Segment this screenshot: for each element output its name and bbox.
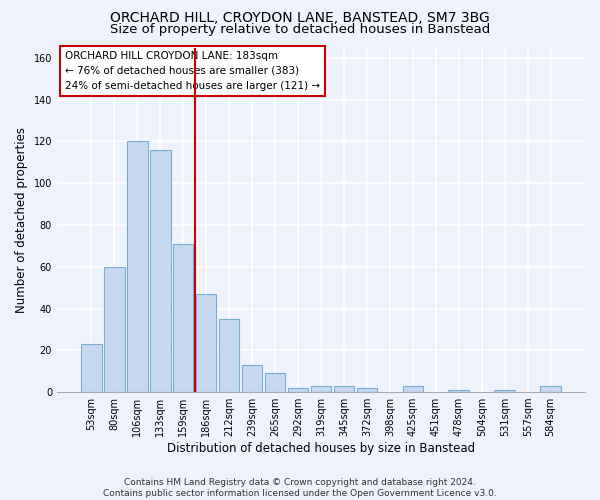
- Text: ORCHARD HILL CROYDON LANE: 183sqm
← 76% of detached houses are smaller (383)
24%: ORCHARD HILL CROYDON LANE: 183sqm ← 76% …: [65, 51, 320, 90]
- Bar: [173, 244, 193, 392]
- Bar: [242, 365, 262, 392]
- Bar: [196, 294, 217, 392]
- Bar: [541, 386, 561, 392]
- Bar: [219, 319, 239, 392]
- Bar: [494, 390, 515, 392]
- Text: Size of property relative to detached houses in Banstead: Size of property relative to detached ho…: [110, 22, 490, 36]
- Y-axis label: Number of detached properties: Number of detached properties: [15, 127, 28, 313]
- Bar: [334, 386, 354, 392]
- Bar: [127, 142, 148, 392]
- Bar: [150, 150, 170, 392]
- Bar: [287, 388, 308, 392]
- Bar: [81, 344, 101, 392]
- Text: Contains HM Land Registry data © Crown copyright and database right 2024.
Contai: Contains HM Land Registry data © Crown c…: [103, 478, 497, 498]
- Bar: [104, 267, 125, 392]
- Text: ORCHARD HILL, CROYDON LANE, BANSTEAD, SM7 3BG: ORCHARD HILL, CROYDON LANE, BANSTEAD, SM…: [110, 12, 490, 26]
- Bar: [448, 390, 469, 392]
- Bar: [311, 386, 331, 392]
- Bar: [403, 386, 423, 392]
- Bar: [265, 374, 286, 392]
- X-axis label: Distribution of detached houses by size in Banstead: Distribution of detached houses by size …: [167, 442, 475, 455]
- Bar: [356, 388, 377, 392]
